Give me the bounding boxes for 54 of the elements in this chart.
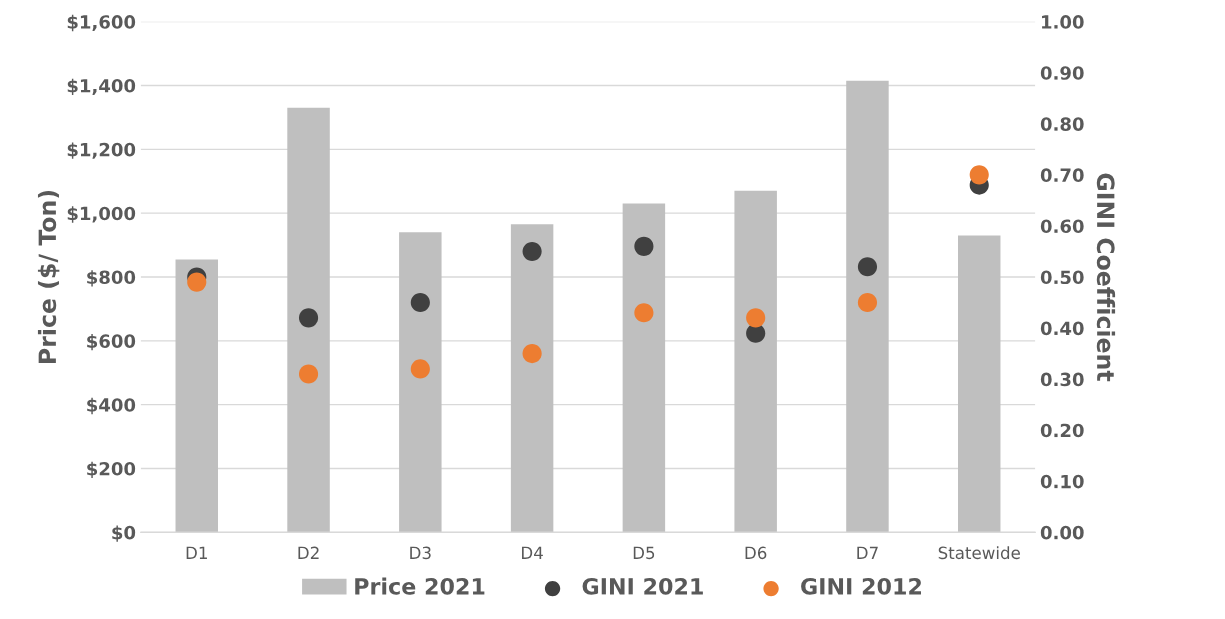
x-tick-label: D2 xyxy=(298,546,319,559)
point xyxy=(522,344,542,364)
bar xyxy=(399,232,442,533)
y-tick-label: $200 xyxy=(87,461,136,479)
bar xyxy=(958,235,1001,533)
bar xyxy=(287,107,330,533)
point xyxy=(969,165,989,185)
x-tick-label: D3 xyxy=(410,546,431,560)
bar xyxy=(846,80,889,533)
y2-tick-label: 0.10 xyxy=(1040,474,1084,489)
y2-tick-label: 0.30 xyxy=(1040,372,1084,387)
y2-tick-label: 0.70 xyxy=(1040,168,1084,182)
y2-axis-title: GINI Coefficient xyxy=(1096,173,1116,382)
bar xyxy=(510,224,554,533)
point xyxy=(857,292,878,313)
legend-label: GINI 2012 xyxy=(801,577,921,595)
y2-tick-label: 0.90 xyxy=(1040,66,1084,80)
y-tick-label: $0 xyxy=(112,525,136,542)
bar xyxy=(622,203,666,533)
y-axis-title: Price ($/ Ton) xyxy=(37,190,60,363)
y2-tick-label: 1.00 xyxy=(1042,15,1084,29)
y-tick-label: $600 xyxy=(87,333,136,351)
point xyxy=(298,364,319,384)
point xyxy=(187,272,207,292)
y-tick-label: $800 xyxy=(87,270,136,287)
x-tick-label: D7 xyxy=(857,546,878,559)
y2-tick-label: 0.20 xyxy=(1040,423,1084,438)
y2-tick-label: 0.50 xyxy=(1040,270,1084,285)
y-tick-label: $1,200 xyxy=(67,142,136,159)
x-tick-label: D5 xyxy=(633,546,655,560)
point xyxy=(857,257,878,277)
y-tick-label: $1,000 xyxy=(67,206,136,223)
legend-label: Price 2021 xyxy=(355,577,485,595)
point xyxy=(746,308,766,328)
y-tick-label: $1,600 xyxy=(67,14,136,32)
legend-label: GINI 2021 xyxy=(582,577,703,595)
y2-tick-label: 0.80 xyxy=(1040,117,1084,131)
point xyxy=(410,292,430,313)
x-tick-label: D6 xyxy=(745,546,767,560)
y-tick-label: $1,400 xyxy=(67,78,136,96)
point xyxy=(522,241,542,262)
y-tick-label: $400 xyxy=(87,397,136,415)
point xyxy=(634,303,654,323)
bar xyxy=(175,259,218,533)
y2-tick-label: 0.60 xyxy=(1040,219,1084,234)
x-tick-label: D1 xyxy=(186,546,207,559)
y2-tick-label: 0.40 xyxy=(1040,321,1084,336)
point xyxy=(410,359,430,379)
point xyxy=(634,236,654,256)
x-tick-label: D4 xyxy=(522,546,543,559)
x-tick-label: Statewide xyxy=(938,546,1020,560)
point xyxy=(298,308,319,328)
y2-tick-label: 0.00 xyxy=(1040,525,1084,540)
bar xyxy=(734,190,777,533)
